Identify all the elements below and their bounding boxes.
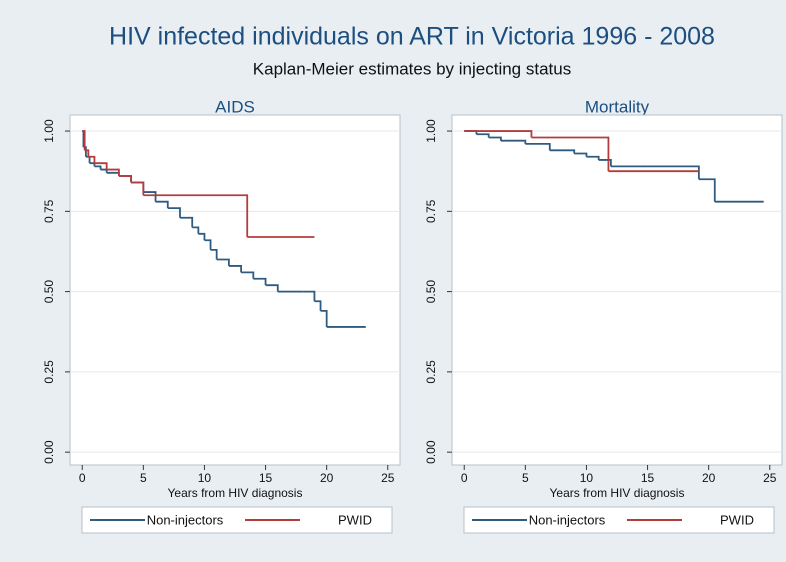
km-step — [106, 168, 120, 177]
km-step — [320, 309, 328, 327]
x-tick-label: 25 — [763, 471, 777, 485]
km-step — [476, 133, 490, 138]
x-tick-label: 10 — [198, 471, 212, 485]
km-step — [464, 130, 533, 138]
km-step — [488, 136, 502, 141]
km-step — [198, 232, 206, 241]
km-step — [131, 181, 145, 196]
km-step — [180, 216, 194, 228]
x-tick-label: 5 — [140, 471, 147, 485]
panel-title: AIDS — [215, 97, 255, 116]
y-tick-label: 1.00 — [424, 119, 438, 143]
km-step — [88, 155, 96, 164]
km-step — [314, 300, 322, 311]
y-tick-label: 0.75 — [424, 199, 438, 223]
km-step — [531, 136, 610, 172]
km-step — [500, 139, 527, 144]
x-tick-label: 10 — [580, 471, 594, 485]
y-tick-label: 0.00 — [42, 440, 56, 464]
km-step — [241, 271, 255, 279]
x-tick-label: 15 — [641, 471, 655, 485]
km-step — [118, 175, 133, 183]
km-step — [94, 165, 102, 170]
km-step — [698, 178, 716, 202]
x-axis-label: Years from HIV diagnosis — [168, 486, 303, 500]
y-tick-label: 0.25 — [424, 360, 438, 384]
km-step — [84, 149, 90, 157]
km-step — [155, 200, 169, 209]
y-tick-label: 1.00 — [42, 119, 56, 143]
km-step — [210, 248, 218, 260]
km-step — [82, 130, 86, 151]
legend-label: Non-injectors — [147, 512, 224, 527]
legend-label: PWID — [720, 512, 754, 527]
legend-label: Non-injectors — [529, 512, 606, 527]
km-step — [598, 159, 612, 167]
km-step — [167, 207, 181, 218]
y-tick-label: 0.25 — [42, 360, 56, 384]
figure-title: HIV infected individuals on ART in Victo… — [109, 23, 715, 51]
km-step — [143, 191, 157, 202]
legend-label: PWID — [338, 512, 372, 527]
figure-subtitle: Kaplan-Meier estimates by injecting stat… — [253, 59, 571, 78]
x-tick-label: 20 — [320, 471, 334, 485]
km-step — [94, 162, 108, 170]
km-step — [253, 277, 267, 286]
km-step — [586, 155, 600, 160]
plot-area — [451, 114, 783, 466]
km-step — [192, 226, 200, 234]
x-tick-label: 0 — [461, 471, 468, 485]
km-step — [549, 149, 576, 154]
x-tick-label: 0 — [79, 471, 86, 485]
km-step — [216, 258, 230, 266]
y-tick-label: 0.50 — [424, 280, 438, 304]
x-tick-label: 20 — [702, 471, 716, 485]
y-tick-label: 0.75 — [42, 199, 56, 223]
km-step — [574, 152, 588, 157]
y-tick-label: 0.00 — [424, 440, 438, 464]
km-step — [525, 142, 551, 151]
x-tick-label: 15 — [259, 471, 273, 485]
x-axis-label: Years from HIV diagnosis — [550, 486, 685, 500]
km-step — [302, 290, 316, 302]
km-step — [228, 265, 243, 273]
km-step — [647, 165, 700, 180]
km-step — [204, 239, 212, 250]
x-tick-label: 5 — [522, 471, 529, 485]
plot-area — [69, 114, 401, 466]
y-tick-label: 0.50 — [42, 280, 56, 304]
panel-title: Mortality — [585, 97, 650, 116]
km-step — [143, 194, 249, 238]
x-tick-label: 25 — [381, 471, 395, 485]
km-step — [265, 284, 279, 292]
